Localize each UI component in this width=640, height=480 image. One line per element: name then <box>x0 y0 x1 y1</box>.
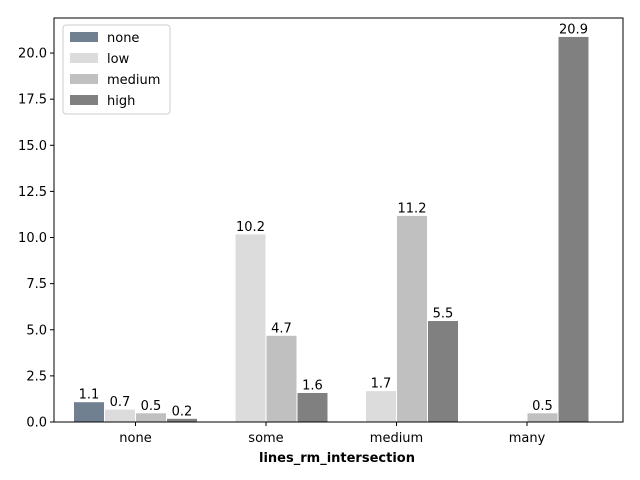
y-tick-label: 7.5 <box>26 277 47 292</box>
y-tick-label: 15.0 <box>18 139 47 154</box>
data-label-low-none: 0.7 <box>110 395 131 410</box>
bar-medium-some <box>265 334 298 423</box>
plot-frame <box>53 17 624 423</box>
x-tick-label-none: none <box>119 431 151 446</box>
legend-swatch-none <box>70 32 98 42</box>
data-label-high-some: 1.6 <box>302 378 323 393</box>
y-tick-label: 2.5 <box>26 369 47 384</box>
y-tick-label: 10.0 <box>18 231 47 246</box>
bars-group <box>73 35 590 423</box>
bar-medium-none <box>135 412 167 423</box>
bar-none-none <box>73 401 105 423</box>
y-tick-label: 0.0 <box>26 416 47 431</box>
y-tick-label: 17.5 <box>18 93 47 108</box>
legend-swatch-low <box>70 53 98 63</box>
data-label-low-medium: 1.7 <box>371 377 392 392</box>
x-tick-label-medium: medium <box>370 431 423 446</box>
y-tick-label: 12.5 <box>18 185 47 200</box>
y-tick-label: 20.0 <box>18 47 47 62</box>
bar-high-many <box>557 35 590 423</box>
data-label-medium-many: 0.5 <box>532 399 553 414</box>
bar-low-medium <box>365 390 397 423</box>
data-label-medium-medium: 11.2 <box>398 201 427 216</box>
bar-high-medium <box>427 320 459 423</box>
legend-swatch-high <box>70 95 98 105</box>
legend-swatch-medium <box>70 74 98 84</box>
legend: none low medium high <box>62 24 171 115</box>
data-label-high-many: 20.9 <box>559 22 588 37</box>
bar-high-some <box>296 391 329 423</box>
legend-label-low: low <box>107 52 130 67</box>
data-label-high-medium: 5.5 <box>433 307 454 322</box>
data-label-high-none: 0.2 <box>172 404 193 419</box>
y-tick-label: 5.0 <box>26 323 47 338</box>
data-label-low-some: 10.2 <box>236 220 265 235</box>
bar-low-some <box>234 233 267 423</box>
data-labels-group: 1.1 0.7 0.5 0.2 10.2 4.7 1.6 1.7 11.2 5.5 0.5 20.9 <box>79 22 588 419</box>
axes-group: 0.0 2.5 5.0 7.5 10.0 12.5 15.0 17.5 20.0 none some… <box>18 17 624 446</box>
legend-box <box>62 24 171 115</box>
legend-label-high: high <box>107 94 135 109</box>
bar-low-none <box>104 408 136 423</box>
x-tick-label-many: many <box>509 431 546 446</box>
data-label-medium-none: 0.5 <box>141 399 162 414</box>
bar-medium-medium <box>396 214 428 423</box>
x-axis-title: lines_rm_intersection <box>259 451 415 466</box>
data-label-none-none: 1.1 <box>79 388 100 403</box>
legend-label-none: none <box>107 31 139 46</box>
data-label-medium-some: 4.7 <box>271 321 292 336</box>
legend-label-medium: medium <box>107 73 160 88</box>
x-tick-label-some: some <box>248 431 283 446</box>
bar-medium-many <box>526 412 559 423</box>
